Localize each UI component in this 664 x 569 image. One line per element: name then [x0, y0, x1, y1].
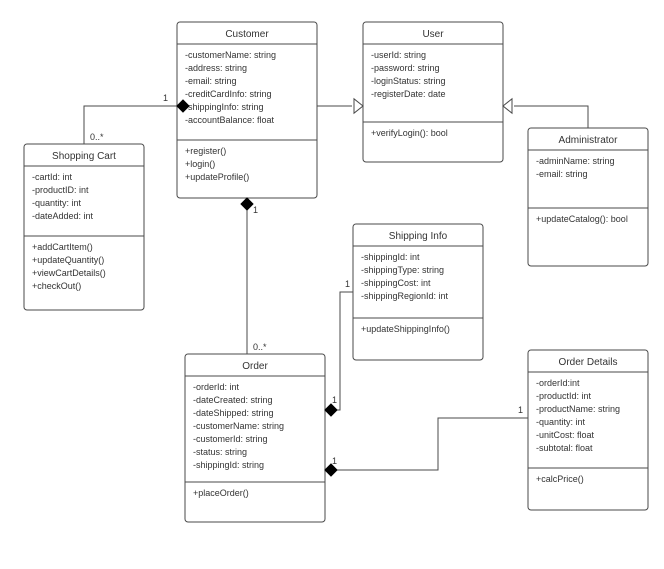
class-attr: -adminName: string	[536, 156, 615, 166]
class-title: Shopping Cart	[52, 151, 116, 162]
class-attr: -productName: string	[536, 404, 620, 414]
class-op: +verifyLogin(): bool	[371, 128, 448, 138]
class-title: Shipping Info	[389, 231, 448, 242]
class-attr: -status: string	[193, 447, 247, 457]
class-op: +checkOut()	[32, 281, 81, 291]
multiplicity: 1	[518, 405, 523, 415]
multiplicity: 1	[332, 456, 337, 466]
class-shipping_info: Shipping Info -shippingId: int -shippingTy…	[353, 224, 483, 360]
class-attr: -address: string	[185, 63, 247, 73]
multiplicity: 1	[345, 279, 350, 289]
generalization-arrow	[503, 99, 512, 113]
class-attr: -loginStatus: string	[371, 76, 446, 86]
class-op: +updateCatalog(): bool	[536, 214, 628, 224]
class-attr: -shippingId: string	[193, 460, 264, 470]
class-title: Order	[242, 361, 268, 372]
composition-diamond	[241, 198, 253, 210]
class-op: +updateQuantity()	[32, 255, 104, 265]
class-user: User -userId: string -password: string -log…	[363, 22, 503, 162]
class-attr: -customerId: string	[193, 434, 268, 444]
class-customer: Customer -customerName: string -address: s…	[177, 22, 317, 198]
class-attr: -userId: string	[371, 50, 426, 60]
composition-diamond	[325, 404, 337, 416]
class-attr: -dateShipped: string	[193, 408, 274, 418]
class-attr: -shippingInfo: string	[185, 102, 264, 112]
class-attr: -password: string	[371, 63, 440, 73]
class-attr: -creditCardInfo: string	[185, 89, 272, 99]
class-attr: -cartId: int	[32, 172, 73, 182]
class-order_details: Order Details -orderId:int -productId: int…	[528, 350, 648, 510]
class-op: +viewCartDetails()	[32, 268, 106, 278]
class-attr: -registerDate: date	[371, 89, 446, 99]
class-attr: -orderId:int	[536, 378, 580, 388]
generalization-arrow	[354, 99, 363, 113]
edge-customer-shoppingcart: 1 0..*	[84, 93, 189, 144]
multiplicity: 0..*	[90, 132, 104, 142]
class-attr: -email: string	[536, 169, 588, 179]
uml-class-diagram: Customer -customerName: string -address: s…	[0, 0, 664, 569]
edge-order-shippinginfo: 11	[332, 279, 353, 410]
class-title: Customer	[225, 29, 269, 40]
class-op: +placeOrder()	[193, 488, 249, 498]
class-op: +addCartItem()	[32, 242, 93, 252]
class-attr: -shippingCost: int	[361, 278, 431, 288]
class-title: User	[422, 29, 444, 40]
class-attr: -customerName: string	[185, 50, 276, 60]
class-attr: -productId: int	[536, 391, 592, 401]
multiplicity: 1	[332, 395, 337, 405]
class-attr: -dateAdded: int	[32, 211, 94, 221]
class-op: +updateShippingInfo()	[361, 324, 450, 334]
class-op: +updateProfile()	[185, 172, 249, 182]
class-title: Administrator	[559, 135, 619, 146]
class-attr: -shippingRegionId: int	[361, 291, 449, 301]
class-attr: -quantity: int	[32, 198, 82, 208]
class-op: +calcPrice()	[536, 474, 584, 484]
edge-admin-user-inherit	[514, 106, 588, 128]
edge-customer-order: 1 0..*	[247, 205, 267, 354]
class-shopping_cart: Shopping Cart -cartId: int -productID: int…	[24, 144, 144, 310]
class-op: +register()	[185, 146, 226, 156]
multiplicity: 1	[253, 205, 258, 215]
class-administrator: Administrator -adminName: string -email: s…	[528, 128, 648, 266]
class-attr: -subtotal: float	[536, 443, 593, 453]
multiplicity: 1	[163, 93, 168, 103]
class-op: +login()	[185, 159, 215, 169]
class-attr: -quantity: int	[536, 417, 586, 427]
class-attr: -shippingId: int	[361, 252, 420, 262]
class-attr: -productID: int	[32, 185, 89, 195]
class-attr: -email: string	[185, 76, 237, 86]
class-order: Order-orderId: int -dateCreated: string -d…	[185, 354, 325, 522]
class-attr: -accountBalance: float	[185, 115, 275, 125]
class-attr: -orderId: int	[193, 382, 240, 392]
class-attr: -unitCost: float	[536, 430, 595, 440]
multiplicity: 0..*	[253, 342, 267, 352]
class-attr: -dateCreated: string	[193, 395, 273, 405]
class-attr: -shippingType: string	[361, 265, 444, 275]
class-title: Order Details	[559, 357, 618, 368]
edge-order-orderdetails: 11	[332, 405, 528, 470]
class-attr: -customerName: string	[193, 421, 284, 431]
